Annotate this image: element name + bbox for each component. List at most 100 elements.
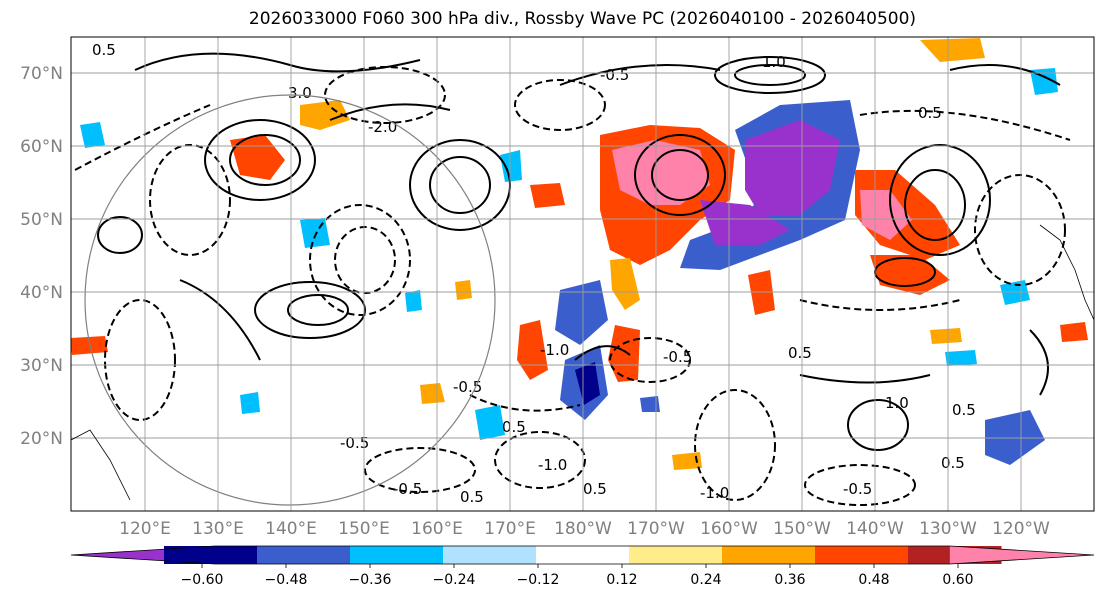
contour-label: 0.5 — [788, 344, 812, 362]
colorbar: −0.60 −0.48 −0.36 −0.24 −0.12 0.12 0.24 0.36 0.4… — [70, 545, 1095, 588]
lon-label: 130°E — [192, 519, 244, 539]
contour-label: -0.5 — [843, 480, 872, 498]
positive-div-patch — [1060, 322, 1088, 342]
colorbar-tick-label: −0.48 — [265, 572, 308, 588]
colorbar-cell — [257, 546, 351, 564]
colorbar-cells — [70, 545, 1095, 565]
positive-div-patch — [420, 383, 445, 404]
lon-label: 120°W — [992, 519, 1050, 539]
positive-div-patch — [530, 183, 565, 208]
negative-div-patch — [475, 405, 505, 440]
contour-labels: 0.5 -0.5 3.0 -2.0 1.0 -1.0 -0.5 0.5 -0.5… — [92, 41, 976, 506]
lon-label: 130°W — [919, 519, 977, 539]
colorbar-outline — [70, 545, 1095, 565]
contour-label: -0.5 — [600, 66, 629, 84]
negative-div-patch — [985, 410, 1045, 465]
colorbar-tick-label: 0.24 — [690, 572, 721, 588]
rwpc-contours-negative — [74, 66, 1071, 506]
colorbar-cell — [722, 546, 816, 564]
map-title: 2026033000 F060 300 hPa div., Rossby Wav… — [248, 9, 917, 29]
lon-label: 160°E — [411, 519, 463, 539]
colorbar-cell — [629, 546, 723, 564]
coastline — [71, 224, 1094, 501]
colorbar-tick-label: −0.24 — [433, 572, 476, 588]
lat-label: 50°N — [20, 210, 63, 230]
colorbar-ticks: −0.60 −0.48 −0.36 −0.24 −0.12 0.12 0.24 0.36 0.4… — [181, 564, 974, 588]
negative-div-patch — [745, 120, 840, 215]
colorbar-tick-label: 0.60 — [942, 572, 973, 588]
positive-div-patch — [860, 190, 912, 240]
lon-label: 140°E — [265, 519, 317, 539]
contour-label: 0.5 — [941, 454, 965, 472]
contour-label: 0.5 — [583, 480, 607, 498]
lon-label: 140°W — [846, 519, 904, 539]
latitude-labels: 70°N 60°N 50°N 40°N 30°N 20°N — [20, 64, 63, 449]
colorbar-tick-label: −0.60 — [181, 572, 224, 588]
positive-div-patch — [610, 258, 640, 310]
positive-div-patch — [748, 270, 775, 315]
graticule — [71, 37, 1094, 511]
colorbar-extend-high — [949, 546, 1094, 564]
negative-div-patch — [240, 392, 260, 414]
colorbar-cell — [536, 546, 630, 564]
lon-label: 150°W — [773, 519, 831, 539]
contour-label: 0.5 — [92, 41, 116, 59]
great-circle-outline — [84, 94, 496, 506]
negative-div-patch — [500, 150, 522, 182]
contour-label: -0.5 — [340, 434, 369, 452]
map-frame — [70, 36, 1095, 512]
lon-label: 160°W — [700, 519, 758, 539]
lon-label: 170°W — [627, 519, 685, 539]
negative-div-patch — [1000, 280, 1030, 305]
lon-label: 180°W — [554, 519, 612, 539]
positive-div-patch — [920, 38, 985, 62]
colorbar-tick-label: 0.36 — [774, 572, 805, 588]
colorbar-tick-label: −0.36 — [349, 572, 392, 588]
contour-label: 1.0 — [885, 394, 909, 412]
colorbar-tick-label: −0.12 — [517, 572, 560, 588]
longitude-labels: 120°E 130°E 140°E 150°E 160°E 170°E 180°… — [119, 519, 1050, 539]
negative-div-patch — [945, 350, 977, 366]
negative-div-patch — [640, 396, 660, 412]
contour-label: 0.5 — [918, 104, 942, 122]
negative-div-patch — [700, 200, 790, 245]
map-panel: 0.5 -0.5 3.0 -2.0 1.0 -1.0 -0.5 0.5 -0.5… — [71, 37, 1094, 511]
contour-label: 0.5 — [460, 488, 484, 506]
positive-div-patch — [455, 280, 472, 300]
colorbar-tick-label: 0.48 — [858, 572, 889, 588]
negative-div-patch — [555, 280, 608, 345]
colorbar-cell — [443, 546, 537, 564]
positive-div-patch — [672, 452, 702, 470]
negative-div-patch — [300, 218, 330, 248]
lon-label: 150°E — [338, 519, 390, 539]
contour-label: 0.5 — [952, 401, 976, 419]
colorbar-cell — [815, 546, 909, 564]
lat-label: 30°N — [20, 356, 63, 376]
lat-label: 70°N — [20, 64, 63, 84]
lat-label: 40°N — [20, 283, 63, 303]
contour-label: -2.0 — [368, 118, 397, 136]
colorbar-cell — [350, 546, 444, 564]
lat-label: 20°N — [20, 429, 63, 449]
lon-label: 120°E — [119, 519, 171, 539]
positive-div-patch — [300, 100, 350, 130]
negative-div-patch — [575, 362, 600, 405]
contour-label: -0.5 — [393, 480, 422, 498]
negative-div-patch — [405, 290, 422, 312]
contour-label: 0.5 — [502, 418, 526, 436]
positive-div-patch — [612, 140, 710, 205]
contour-label: -1.0 — [540, 341, 569, 359]
contour-label: 1.0 — [762, 53, 786, 71]
positive-div-patch — [930, 328, 962, 344]
colorbar-tick-label: 0.12 — [606, 572, 637, 588]
positive-div-patch — [608, 325, 640, 382]
lat-label: 60°N — [20, 137, 63, 157]
negative-div-patch — [80, 122, 105, 148]
lon-label: 170°E — [484, 519, 536, 539]
contour-label: -1.0 — [538, 456, 567, 474]
contour-label: -0.5 — [663, 348, 692, 366]
colorbar-cell — [164, 546, 258, 564]
contour-label: -1.0 — [700, 484, 729, 502]
contour-label: -0.5 — [453, 378, 482, 396]
